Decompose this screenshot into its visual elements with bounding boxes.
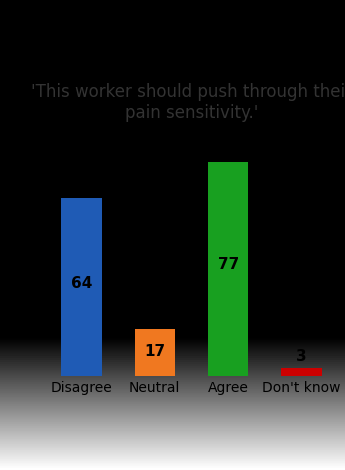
- Bar: [208, 162, 248, 376]
- Text: 17: 17: [144, 344, 165, 359]
- Title: 'This worker should push through their
pain sensitivity.': 'This worker should push through their p…: [31, 83, 345, 122]
- Text: 77: 77: [217, 257, 239, 272]
- Bar: [281, 368, 322, 376]
- Bar: [135, 329, 175, 376]
- Text: 3: 3: [296, 348, 307, 363]
- Text: 64: 64: [71, 276, 92, 291]
- Y-axis label: Number of Respondents: Number of Respondents: [29, 170, 43, 337]
- Bar: [61, 198, 102, 376]
